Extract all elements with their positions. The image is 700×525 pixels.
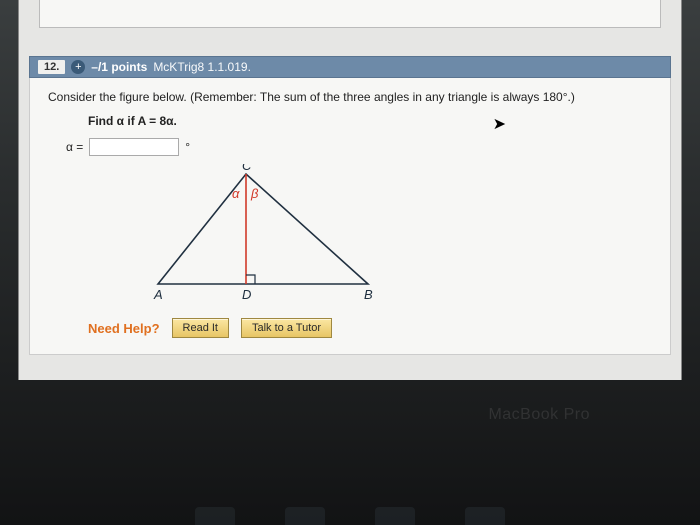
- read-it-button[interactable]: Read It: [172, 318, 229, 338]
- points-label: –/1 points: [91, 60, 147, 74]
- answer-row: α = °: [66, 138, 652, 156]
- device-brand-label: MacBook Pro: [488, 406, 590, 424]
- vertex-label-a: A: [153, 287, 163, 302]
- angle-label-beta: β: [250, 186, 259, 201]
- question-body: Consider the figure below. (Remember: Th…: [29, 78, 671, 355]
- question-number-badge: 12.: [38, 60, 65, 74]
- degree-unit: °: [185, 140, 190, 154]
- vertex-label-c: C: [242, 164, 252, 173]
- triangle-figure: A B C D α β: [138, 164, 398, 304]
- dock-hint: [0, 495, 700, 525]
- alpha-input[interactable]: [89, 138, 179, 156]
- need-help-label: Need Help?: [88, 321, 160, 336]
- vertex-label-b: B: [364, 287, 373, 302]
- help-row: Need Help? Read It Talk to a Tutor: [88, 318, 652, 338]
- find-instruction: Find α if A = 8α.: [88, 114, 652, 128]
- previous-question-fragment: [39, 0, 661, 28]
- right-angle-marker: [246, 275, 255, 284]
- plus-icon[interactable]: +: [71, 60, 85, 74]
- laptop-bezel-area: MacBook Pro: [0, 380, 700, 525]
- question-header-bar: 12. + –/1 points McKTrig8 1.1.019.: [29, 56, 671, 78]
- angle-label-alpha: α: [232, 186, 240, 201]
- webpage-viewport: 12. + –/1 points McKTrig8 1.1.019. Consi…: [18, 0, 682, 380]
- triangle-svg: A B C D α β: [138, 164, 398, 304]
- triangle-outline: [158, 174, 368, 284]
- alpha-equals-label: α =: [66, 140, 83, 154]
- question-source: McKTrig8 1.1.019.: [153, 60, 251, 74]
- question-prompt: Consider the figure below. (Remember: Th…: [48, 90, 652, 104]
- talk-to-tutor-button[interactable]: Talk to a Tutor: [241, 318, 332, 338]
- vertex-label-d: D: [242, 287, 251, 302]
